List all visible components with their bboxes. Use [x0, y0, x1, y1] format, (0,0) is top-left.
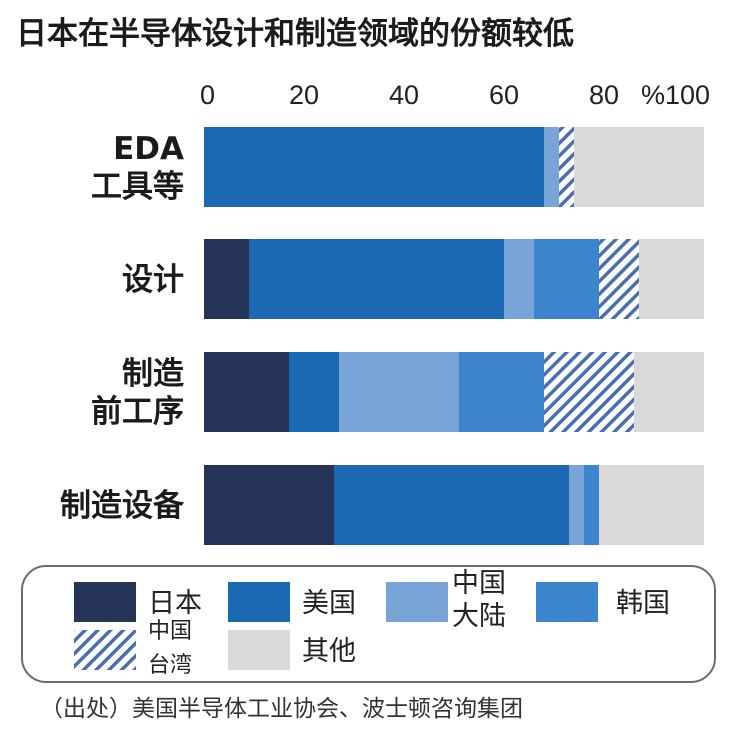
legend-label: 日本: [148, 588, 202, 619]
legend-label: 韩国: [616, 588, 670, 619]
x-tick-label: 40: [389, 80, 419, 110]
category-label: 设计: [122, 262, 184, 298]
bar-segment-other: [634, 352, 704, 432]
category-label: EDA: [113, 131, 184, 167]
bar-segment-japan: [204, 239, 249, 319]
bar-segment-usa: [204, 127, 544, 207]
bar-segment-usa: [289, 352, 339, 432]
bar-segment-usa: [249, 239, 504, 319]
x-tick-label: 20: [289, 80, 319, 110]
category-label: 制造设备: [60, 488, 185, 524]
legend-swatch-other: [228, 630, 290, 670]
bar-segment-china_mainland: [339, 352, 459, 432]
bar-segment-korea: [584, 465, 599, 545]
bar-segment-korea: [534, 239, 599, 319]
chart-title: 日本在半导体设计和制造领域的份额较低: [16, 16, 574, 52]
bar-segment-japan: [204, 465, 334, 545]
bar-segment-other: [639, 239, 704, 319]
legend-label: 其他: [302, 636, 356, 667]
bar-segment-china_mainland: [569, 465, 584, 545]
legend-swatch-korea: [536, 582, 598, 622]
bar-segment-korea: [459, 352, 544, 432]
x-axis-ticks: 0 20 40 60 80 %100: [200, 80, 710, 110]
bar-segment-japan: [204, 352, 289, 432]
bar-segment-china_mainland: [544, 127, 559, 207]
x-tick-label: 0: [200, 80, 215, 110]
category-label: 工具等: [91, 169, 184, 205]
bar-segment-usa: [334, 465, 569, 545]
legend-swatch-taiwan: [74, 630, 136, 670]
bar-segment-taiwan: [559, 127, 574, 207]
legend-swatch-japan: [74, 582, 136, 622]
source-note: （出处）美国半导体工业协会、波士顿咨询集团: [40, 696, 523, 722]
bar-segment-china_mainland: [504, 239, 534, 319]
bar-segment-taiwan: [599, 239, 639, 319]
legend-label: 台湾: [148, 653, 192, 678]
bar-segment-other: [599, 465, 704, 545]
legend-swatch-usa: [228, 582, 290, 622]
category-label: 制造: [122, 356, 184, 392]
legend-label: 美国: [302, 588, 356, 619]
x-tick-label: 80: [589, 80, 619, 110]
legend-label: 中国: [148, 619, 192, 644]
legend-swatch-china_mainland: [386, 582, 448, 622]
x-tick-label: 60: [489, 80, 519, 110]
bar-segment-other: [574, 127, 704, 207]
category-label: 前工序: [91, 394, 184, 430]
bar-segment-taiwan: [544, 352, 634, 432]
legend-label: 大陆: [452, 601, 506, 632]
bars: [204, 127, 704, 545]
legend-label: 中国: [452, 568, 506, 599]
x-tick-label: %100: [641, 80, 710, 110]
